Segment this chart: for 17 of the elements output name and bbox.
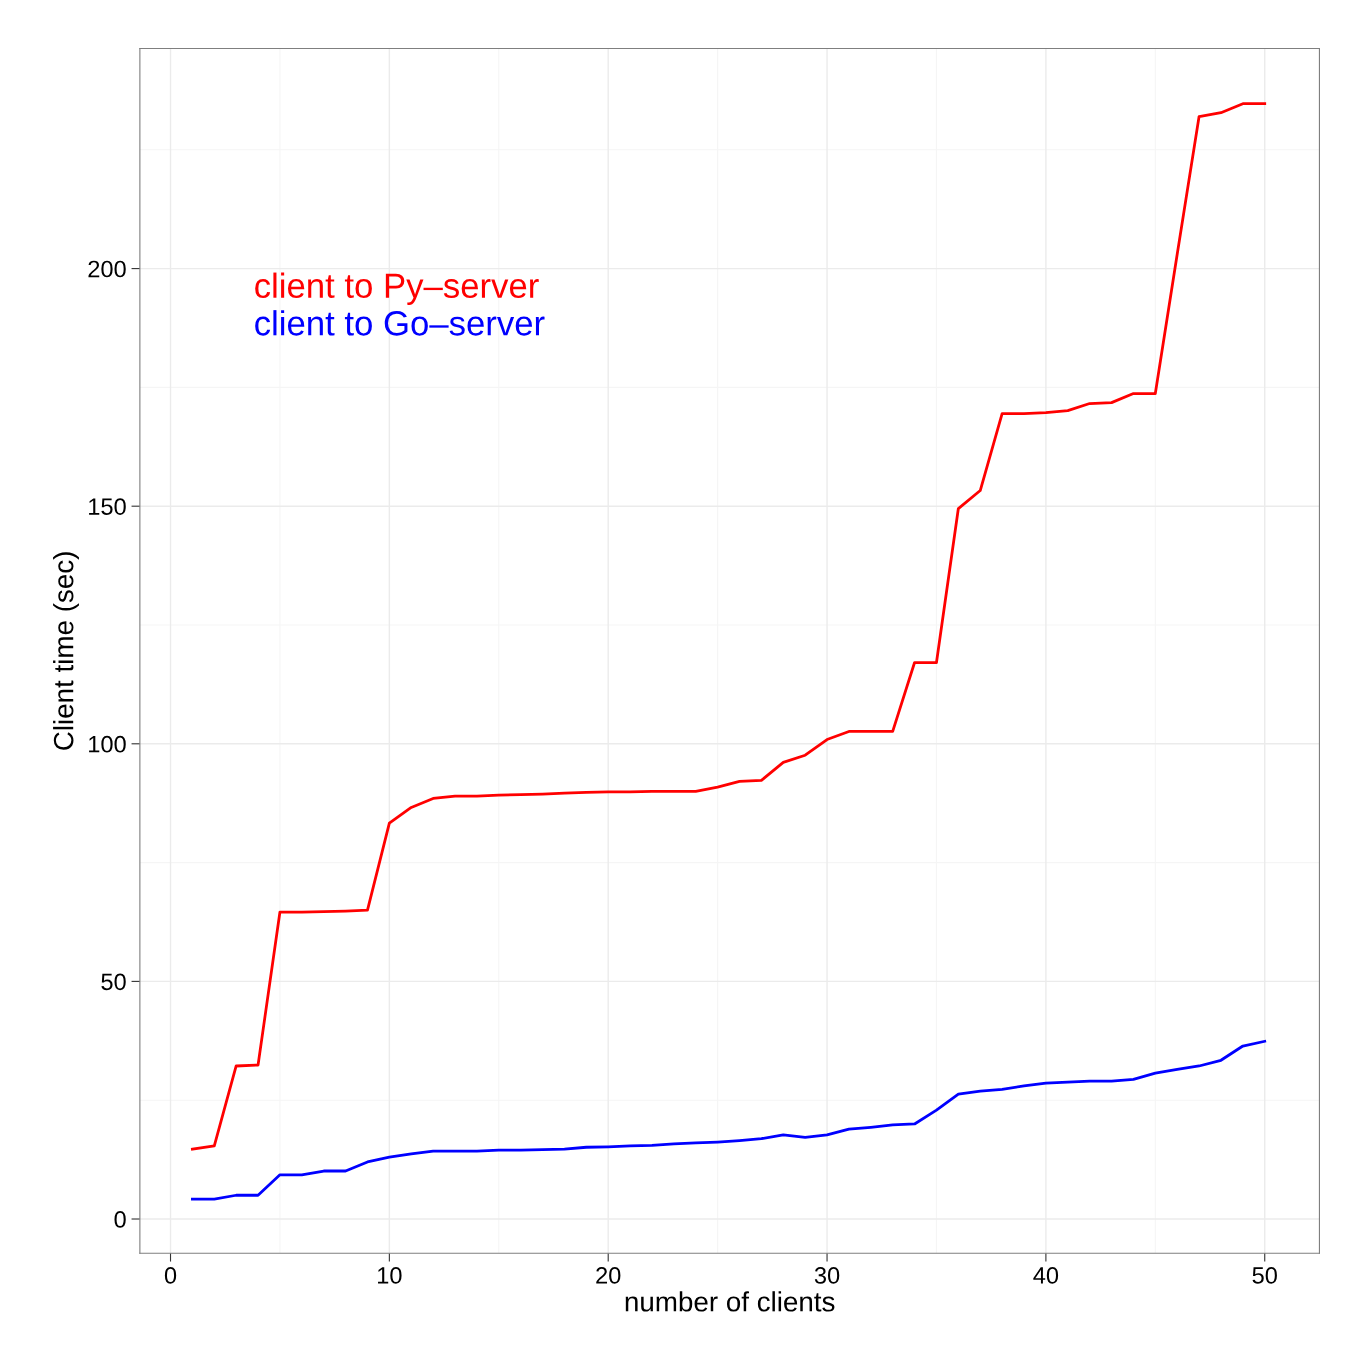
y-tick-label: 200 — [88, 260, 126, 278]
y-axis-title: Client time (sec) — [53, 552, 79, 750]
x-tick-label: 40 — [1033, 1267, 1059, 1284]
y-tick-label: 0 — [114, 1211, 126, 1228]
line-series — [191, 102, 1267, 1151]
x-tick-label: 50 — [1252, 1267, 1277, 1284]
x-tick-label: 30 — [814, 1267, 840, 1284]
x-tick-label: 10 — [378, 1267, 402, 1284]
y-tick-label: 150 — [89, 498, 126, 515]
text: client to Py–server — [255, 272, 539, 305]
x-tick-label: 0 — [164, 1267, 177, 1284]
y-tick-label: 100 — [89, 735, 126, 753]
x-axis-title: number of clients — [625, 1291, 835, 1312]
line-series — [191, 1039, 1267, 1201]
text: client to Go–server — [255, 310, 545, 336]
x-tick-label: 20 — [596, 1267, 621, 1284]
y-tick-label: 50 — [101, 973, 126, 991]
